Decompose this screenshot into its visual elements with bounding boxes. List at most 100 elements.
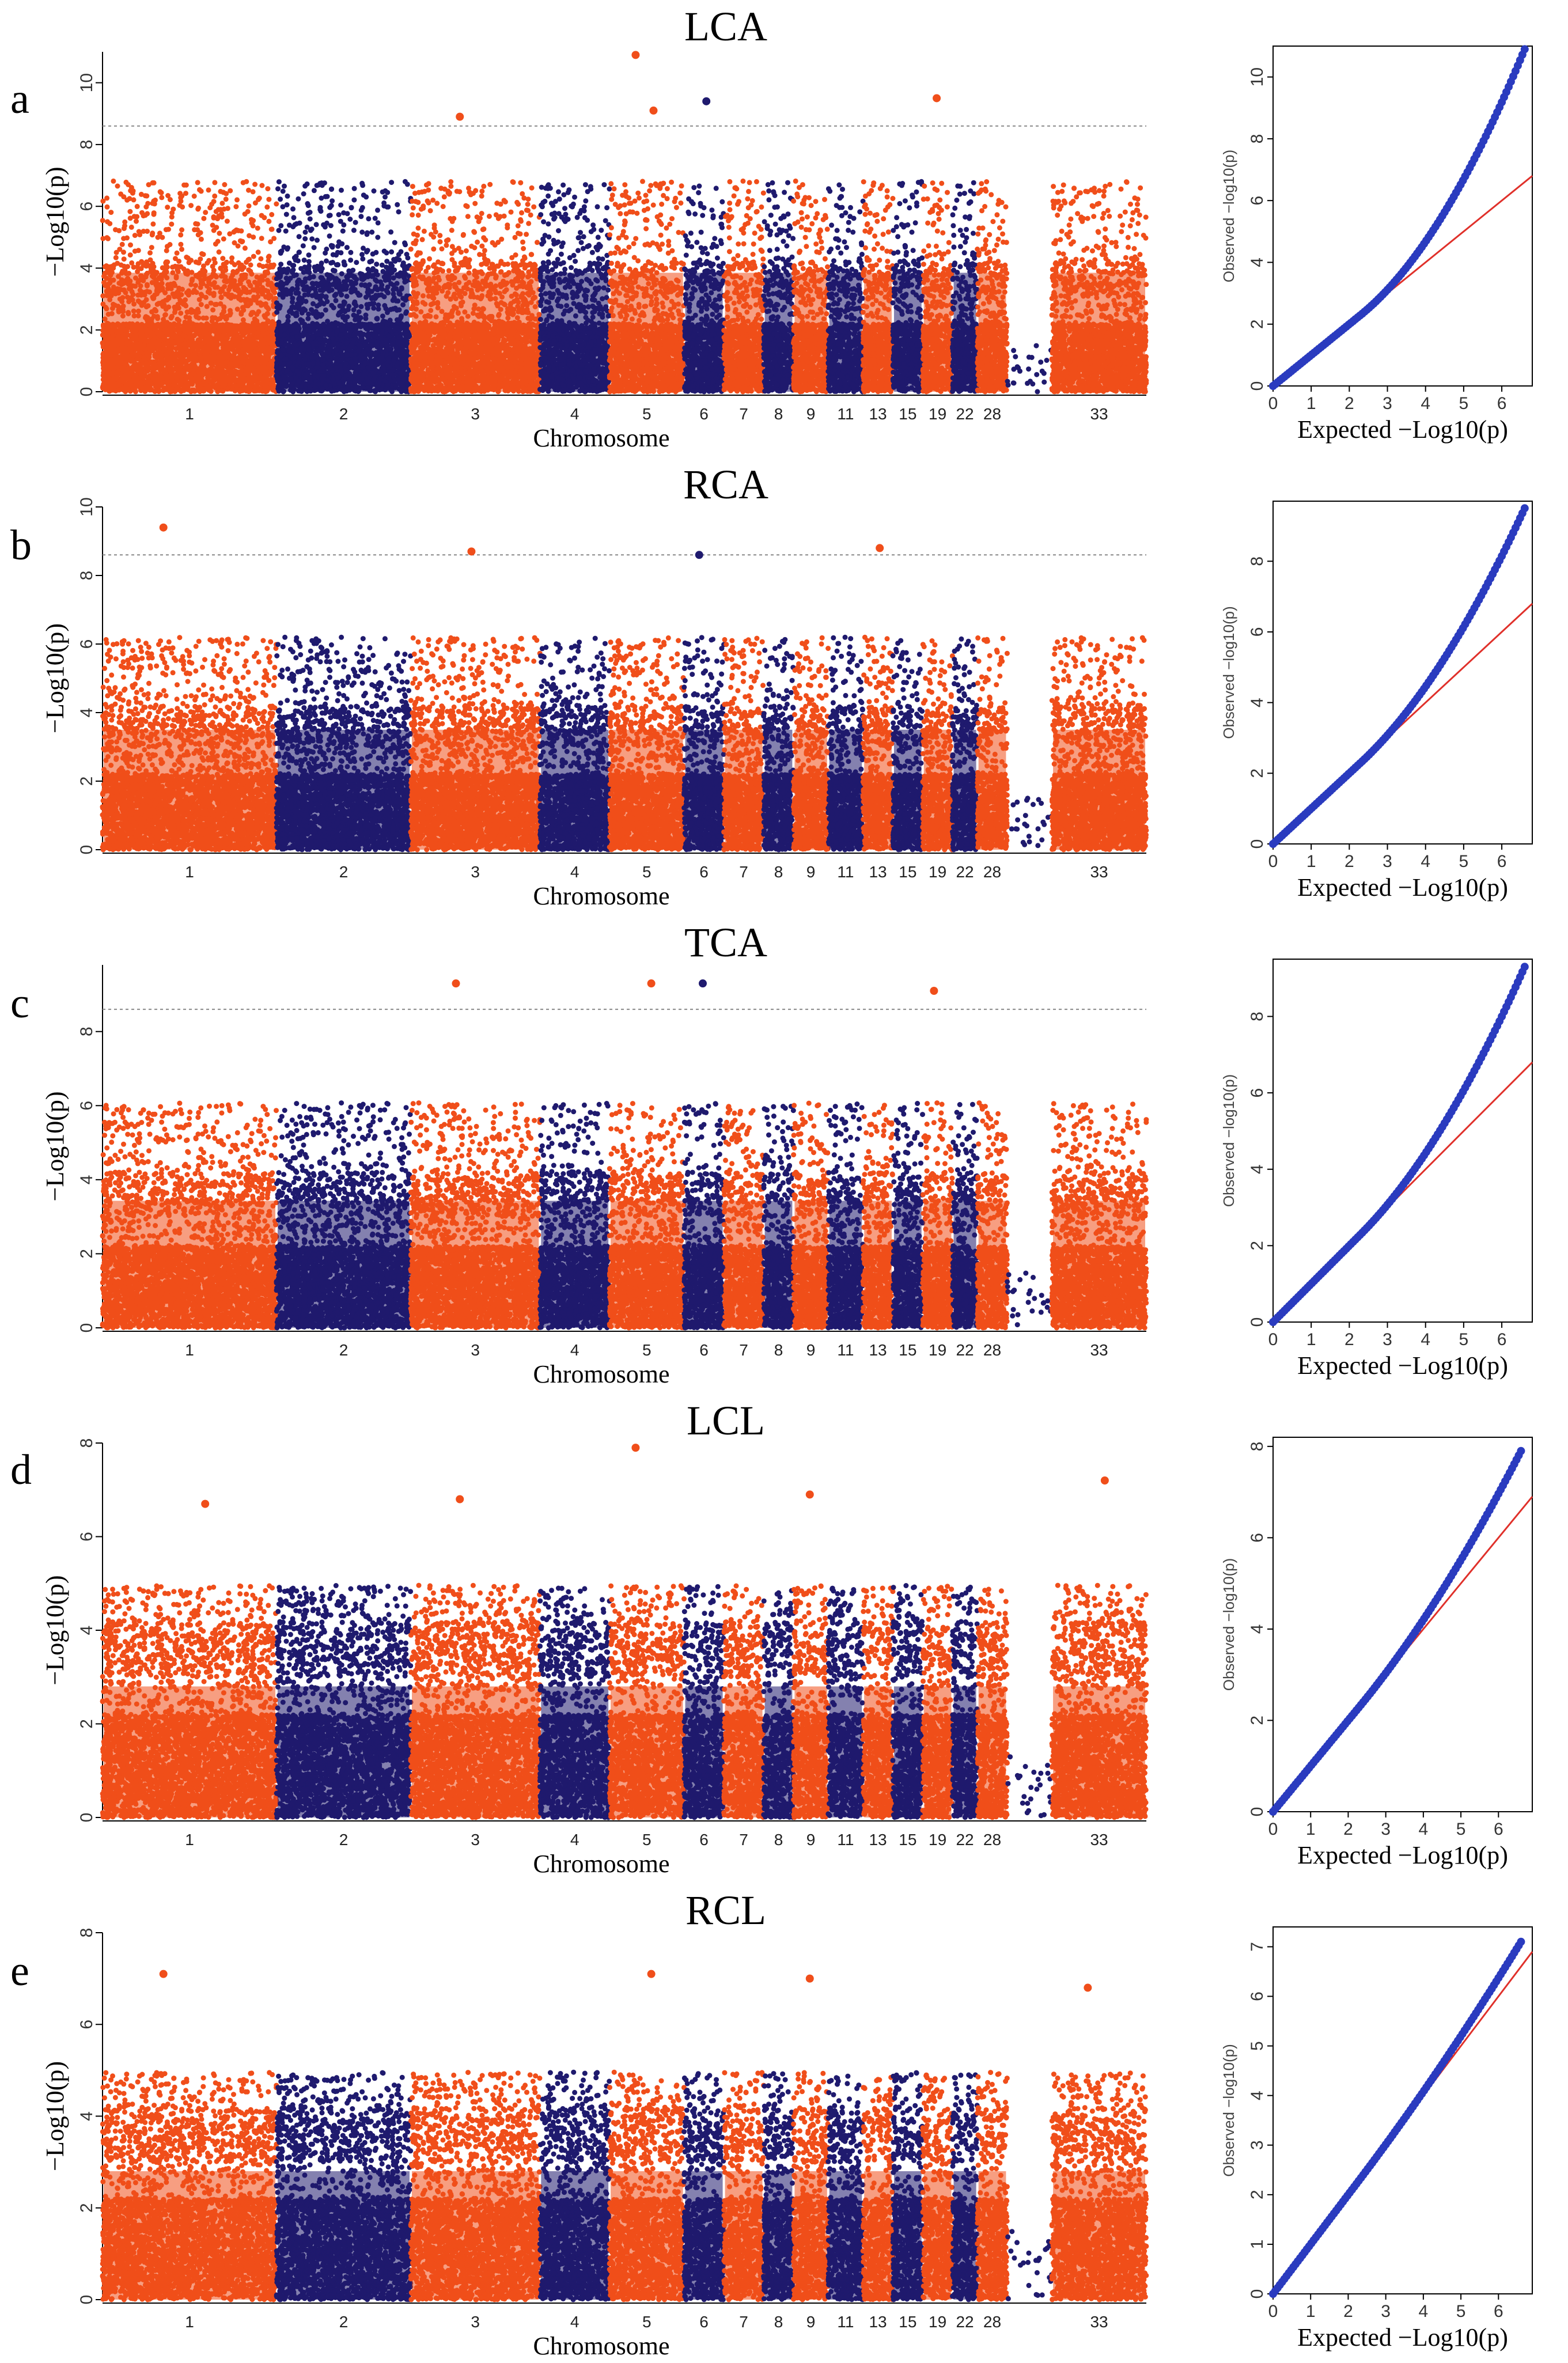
snp-point (152, 180, 157, 185)
snp-point (246, 257, 251, 263)
snp-point (297, 234, 302, 239)
snp-point (211, 228, 217, 233)
snp-point (188, 203, 194, 208)
snp-point (150, 261, 156, 266)
snp-point (328, 213, 333, 218)
snp-point (163, 260, 168, 266)
snp-point (225, 219, 230, 224)
snp-point (187, 260, 192, 265)
snp-point (171, 207, 176, 212)
snp-point (146, 182, 152, 187)
snp-point (192, 227, 197, 232)
snp-point (149, 266, 154, 271)
snp-point (312, 188, 317, 193)
snp-point (150, 221, 156, 226)
snp-point (233, 204, 238, 209)
snp-point (274, 202, 279, 207)
snp-point (185, 256, 191, 261)
snp-point (144, 260, 149, 266)
snp-point (358, 214, 363, 219)
snp-point (259, 213, 264, 218)
snp-point (103, 264, 108, 270)
snp-point (329, 198, 335, 203)
snp-point (160, 235, 165, 240)
snp-point (224, 260, 229, 265)
snp-point (164, 227, 169, 232)
snp-point (115, 184, 120, 189)
snp-point (373, 216, 378, 221)
snp-point (247, 203, 252, 209)
snp-point (145, 201, 150, 206)
snp-point (217, 231, 222, 236)
snp-point (221, 190, 226, 195)
snp-point (105, 205, 110, 210)
snp-point (135, 261, 141, 266)
snp-point (159, 195, 164, 200)
snp-point (266, 197, 271, 202)
snp-point (108, 210, 113, 215)
snp-point (236, 244, 241, 249)
snp-point (376, 220, 381, 225)
snp-point (302, 236, 308, 241)
snp-point (178, 195, 183, 200)
snp-point (196, 260, 202, 266)
snp-point (128, 243, 133, 248)
snp-point (219, 200, 225, 206)
snp-point (309, 226, 315, 232)
snp-point (256, 197, 261, 202)
snp-point (359, 230, 365, 235)
snp-point (222, 182, 227, 187)
snp-point (122, 219, 127, 225)
snp-point (225, 206, 230, 211)
snp-point (211, 199, 217, 204)
snp-point (277, 179, 282, 184)
snp-point (251, 254, 256, 259)
snp-point (179, 228, 184, 233)
snp-point (178, 232, 183, 237)
snp-point (243, 211, 248, 217)
snp-point (112, 262, 117, 267)
snp-point (141, 229, 146, 234)
snp-point (264, 205, 270, 210)
snp-point (211, 256, 217, 262)
snp-point (197, 187, 202, 192)
snp-point (120, 242, 125, 247)
snp-point (181, 183, 187, 188)
snp-point (281, 189, 286, 194)
snp-point (269, 212, 274, 217)
snp-point (221, 236, 226, 241)
snp-point (348, 257, 353, 263)
snp-point (152, 210, 157, 215)
snp-point (124, 236, 130, 241)
snp-point (351, 228, 357, 233)
snp-point (129, 185, 134, 190)
snp-point (134, 219, 139, 224)
snp-point (266, 219, 271, 224)
snp-point (252, 182, 257, 187)
snp-point (403, 242, 408, 247)
snp-point (217, 249, 222, 255)
snp-point (212, 194, 217, 199)
snp-point (258, 256, 263, 262)
snp-point (266, 255, 271, 260)
snp-point (324, 247, 329, 252)
snp-point (203, 210, 208, 215)
snp-point (375, 207, 380, 213)
snp-point (388, 229, 393, 234)
snp-point (234, 228, 239, 233)
snp-point (113, 227, 118, 232)
snp-point (374, 262, 379, 267)
snp-point (375, 235, 380, 240)
snp-point (306, 259, 312, 264)
snp-point (127, 209, 132, 214)
snp-point (240, 267, 245, 272)
snp-point (206, 187, 211, 192)
snp-point (178, 242, 183, 247)
snp-point (336, 212, 342, 217)
snp-point (129, 260, 134, 266)
snp-point (104, 235, 109, 240)
snp-point (149, 245, 154, 250)
panel-a: a LCA 0 2 4 6 8 10 −Log10(p) 1 2 3 4 5 6 7 8 9 11 13 15 19 22 2… (0, 0, 1568, 455)
snp-point (181, 266, 187, 271)
snp-point (301, 191, 306, 196)
